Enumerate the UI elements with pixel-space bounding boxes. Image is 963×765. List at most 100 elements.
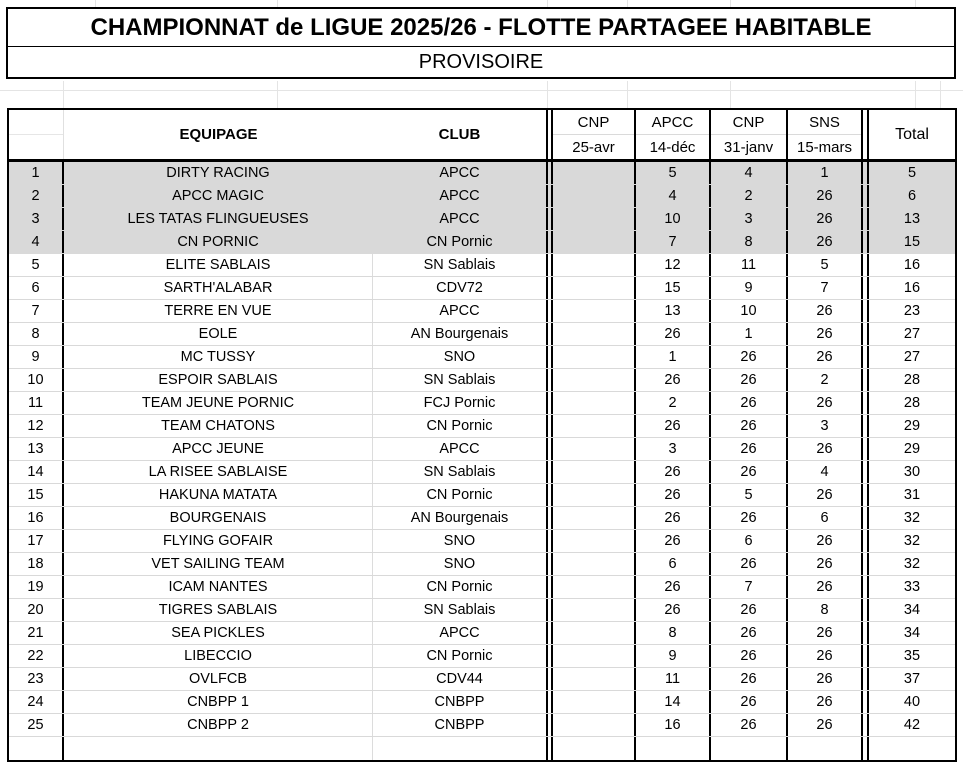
rank-cell: 14 <box>9 461 64 483</box>
score-cell <box>711 737 788 760</box>
rank-column-header <box>9 110 64 159</box>
club-cell: CNBPP <box>434 694 485 710</box>
score-cell: 5 <box>820 257 829 273</box>
equipage-cell: APCC MAGIC <box>172 188 264 204</box>
sheet-gridline <box>547 0 548 7</box>
spacer-cell <box>861 576 869 598</box>
score-cell <box>553 415 636 437</box>
club-cell: CN Pornic <box>426 579 493 595</box>
score-cell: 10 <box>636 208 711 230</box>
score-cell <box>553 553 636 575</box>
spacer-cell <box>861 484 869 506</box>
score-cell: 10 <box>711 300 788 322</box>
score-cell <box>553 737 636 760</box>
event-date: 15-mars <box>796 138 852 156</box>
sheet-gridline <box>95 0 96 7</box>
spacer-cell <box>861 668 869 690</box>
club-cell: SNO <box>443 556 476 572</box>
score-cell: 26 <box>816 648 833 664</box>
spacer-cell <box>861 645 869 667</box>
score-cell: 26 <box>711 346 788 368</box>
score-cell <box>553 691 636 713</box>
score-cell: 5 <box>636 162 711 184</box>
spacer-cell <box>546 438 553 460</box>
score-cell: 26 <box>711 714 788 736</box>
event-column-header-cnp-janv: CNP 31-janv <box>711 110 788 159</box>
score-cell: 2 <box>820 372 829 388</box>
rank-cell: 20 <box>9 599 64 621</box>
club-cell: SN Sablais <box>423 257 496 273</box>
score-cell <box>553 162 636 184</box>
standings-row: 15 HAKUNA MATATA CN Pornic 26 5 26 31 <box>9 484 955 507</box>
equipage-cell: SARTH'ALABAR <box>64 277 373 299</box>
spacer-cell <box>861 415 869 437</box>
empty-row <box>9 737 955 760</box>
club-cell <box>373 737 546 760</box>
score-cell: 4 <box>636 185 711 207</box>
score-cell: 26 <box>816 694 833 710</box>
standings-row: 20 TIGRES SABLAIS SN Sablais 26 26 8 34 <box>9 599 955 622</box>
sheet-gridline <box>547 81 548 108</box>
score-cell: 4 <box>711 162 788 184</box>
spacer-cell <box>546 231 553 253</box>
standings-row: 5 ELITE SABLAIS SN Sablais 12 11 5 16 <box>9 254 955 277</box>
spacer-cell <box>861 438 869 460</box>
spacer-cell <box>546 737 553 760</box>
score-cell: 7 <box>820 280 829 296</box>
equipage-cell: MC TUSSY <box>64 346 373 368</box>
equipage-cell: LA RISEE SABLAISE <box>64 461 373 483</box>
score-cell <box>553 254 636 276</box>
spacer-cell <box>546 277 553 299</box>
rank-cell: 25 <box>9 714 64 736</box>
spacer-cell <box>861 208 869 230</box>
rank-cell: 17 <box>9 530 64 552</box>
score-cell <box>553 622 636 644</box>
equipage-cell: ICAM NANTES <box>64 576 373 598</box>
total-cell: 32 <box>903 510 921 526</box>
standings-row: 9 MC TUSSY SNO 1 26 26 27 <box>9 346 955 369</box>
standings-row: 24 CNBPP 1 CNBPP 14 26 26 40 <box>9 691 955 714</box>
score-cell <box>553 277 636 299</box>
equipage-cell: LES TATAS FLINGUEUSES <box>127 211 309 227</box>
total-cell: 37 <box>903 671 921 687</box>
score-cell: 26 <box>711 392 788 414</box>
spacer-cell <box>861 622 869 644</box>
score-cell: 26 <box>711 438 788 460</box>
score-cell <box>553 530 636 552</box>
standings-row: 6 SARTH'ALABAR CDV72 15 9 7 16 <box>9 277 955 300</box>
club-cell: CN Pornic <box>426 418 493 434</box>
total-cell: 34 <box>903 625 921 641</box>
score-cell: 16 <box>636 714 711 736</box>
score-cell <box>553 392 636 414</box>
spacer-cell <box>861 346 869 368</box>
score-cell: 26 <box>816 717 833 733</box>
rank-cell: 6 <box>9 277 64 299</box>
rank-cell: 23 <box>9 668 64 690</box>
equipage-cell: HAKUNA MATATA <box>64 484 373 506</box>
score-cell: 14 <box>636 691 711 713</box>
event-name: APCC <box>636 110 709 135</box>
score-cell: 26 <box>636 461 711 483</box>
score-cell: 26 <box>711 553 788 575</box>
event-name: CNP <box>711 110 786 135</box>
score-cell <box>553 645 636 667</box>
score-cell: 26 <box>816 188 833 204</box>
rank-cell: 16 <box>9 507 64 529</box>
score-cell: 26 <box>816 326 833 342</box>
event-column-header-apcc-dec: APCC 14-déc <box>636 110 711 159</box>
spacer-cell <box>861 714 869 736</box>
standings-row: 18 VET SAILING TEAM SNO 6 26 26 32 <box>9 553 955 576</box>
standings-row: 12 TEAM CHATONS CN Pornic 26 26 3 29 <box>9 415 955 438</box>
score-cell: 26 <box>711 507 788 529</box>
score-cell: 26 <box>636 484 711 506</box>
score-cell <box>788 737 861 760</box>
spacer-column-header <box>546 110 553 159</box>
standings-table: EQUIPAGE CLUB CNP 25-avr APCC 14-déc CNP… <box>7 108 957 762</box>
spacer-cell <box>861 277 869 299</box>
club-cell: CN Pornic <box>426 234 493 250</box>
score-cell: 26 <box>711 369 788 391</box>
rank-cell: 24 <box>9 691 64 713</box>
spacer-cell <box>861 162 869 184</box>
equipage-cell: ESPOIR SABLAIS <box>64 369 373 391</box>
spacer-cell <box>546 714 553 736</box>
